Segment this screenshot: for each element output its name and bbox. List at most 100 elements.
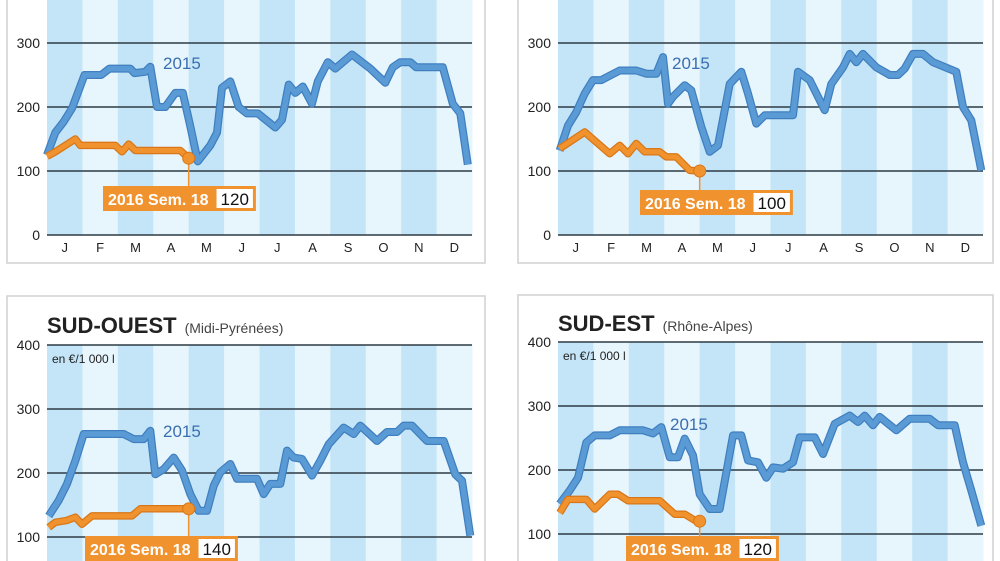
y-tick-label: 100 xyxy=(17,529,41,545)
chart-panel-1: 0 100 200 300 J F M A M J J A S O N D 2015 2016 Sem. 18 12… xyxy=(6,0,486,264)
y-tick-label: 0 xyxy=(32,227,40,243)
series-2015-label: 2015 xyxy=(670,415,708,434)
x-tick-label: F xyxy=(607,240,615,255)
callout-value-box xyxy=(739,539,776,558)
y-tick-label: 0 xyxy=(543,227,551,243)
unit-label: en €/1 000 l xyxy=(563,349,626,363)
month-band xyxy=(330,0,367,235)
callout-value-box xyxy=(753,193,790,212)
y-tick-label: 200 xyxy=(528,99,552,115)
callout-label: 2016 Sem. 18 xyxy=(645,196,746,213)
x-tick-label: J xyxy=(750,240,757,255)
series-2015-label: 2015 xyxy=(672,54,710,73)
x-tick-label: S xyxy=(344,240,353,255)
x-tick-label: J xyxy=(572,240,579,255)
month-band xyxy=(593,342,630,561)
y-tick-label: 300 xyxy=(17,401,41,417)
y-tick-label: 200 xyxy=(17,99,41,115)
series-2015-line xyxy=(46,422,474,537)
callout-2016: 2016 Sem. 18 120 xyxy=(103,186,256,211)
callout-label: 2016 Sem. 18 xyxy=(631,542,732,559)
series-2016-line xyxy=(47,506,189,530)
x-tick-label: S xyxy=(855,240,864,255)
y-tick-label: 300 xyxy=(528,398,552,414)
month-band xyxy=(224,345,260,561)
x-tick-label: O xyxy=(378,240,388,255)
month-band xyxy=(294,0,331,235)
x-tick-label: F xyxy=(96,240,104,255)
y-tick-label: 400 xyxy=(17,337,41,353)
month-band xyxy=(153,345,190,561)
callout-2016: 2016 Sem. 18 120 xyxy=(626,536,779,561)
y-tick-label: 200 xyxy=(528,462,552,478)
y-tick-label: 400 xyxy=(528,334,552,350)
x-tick-label: N xyxy=(925,240,934,255)
x-tick-label: A xyxy=(819,240,828,255)
y-tick-label: 100 xyxy=(17,163,41,179)
x-tick-label: D xyxy=(450,240,459,255)
series-2016-line xyxy=(45,136,191,161)
x-tick-label: J xyxy=(239,240,246,255)
series-2016-last-point xyxy=(182,151,196,165)
x-tick-label: A xyxy=(308,240,317,255)
series-2016-last-point xyxy=(182,502,196,516)
month-band xyxy=(805,0,842,235)
callout-value-box xyxy=(216,189,253,208)
series-2016-last-point xyxy=(693,514,707,528)
x-tick-label: J xyxy=(785,240,792,255)
month-band xyxy=(401,345,438,561)
month-band xyxy=(436,0,473,235)
month-band xyxy=(188,345,225,561)
callout-label: 2016 Sem. 18 xyxy=(108,192,209,209)
callout-value: 140 xyxy=(203,540,231,559)
x-tick-label: D xyxy=(961,240,970,255)
panel-title: SUD-EST xyxy=(558,311,655,336)
chart-panel-3: 100 200 300 400 SUD-OUEST (Midi-Pyrénées) en €… xyxy=(6,295,486,561)
month-band xyxy=(628,342,665,561)
month-band xyxy=(82,345,119,561)
month-band xyxy=(912,0,949,235)
callout-value: 100 xyxy=(758,194,786,213)
y-tick-label: 100 xyxy=(528,526,552,542)
callout-value-box xyxy=(198,539,235,558)
series-2016-last-point xyxy=(693,164,707,178)
month-band xyxy=(330,345,367,561)
month-band xyxy=(365,0,402,235)
month-band xyxy=(876,342,913,561)
callout-2016: 2016 Sem. 18 140 xyxy=(85,536,238,561)
y-tick-label: 100 xyxy=(528,163,552,179)
series-2015-line xyxy=(557,412,984,527)
x-tick-label: A xyxy=(678,240,687,255)
callout-2016: 2016 Sem. 18 100 xyxy=(640,190,793,215)
month-band xyxy=(841,0,878,235)
series-2015-label: 2015 xyxy=(163,54,201,73)
y-tick-label: 200 xyxy=(17,465,41,481)
x-tick-label: O xyxy=(889,240,899,255)
panel-subtitle: (Rhône-Alpes) xyxy=(663,318,753,334)
x-tick-label: M xyxy=(130,240,141,255)
callout-value: 120 xyxy=(744,540,772,559)
chart-panel-2: 0 100 200 300 J F M A M J J A S O N D 2015 2016 Sem. 18 10… xyxy=(517,0,994,264)
series-2015-label: 2015 xyxy=(163,422,201,441)
series-2016-line xyxy=(558,129,700,174)
panel-subtitle: (Midi-Pyrénées) xyxy=(185,320,284,336)
x-tick-label: A xyxy=(167,240,176,255)
y-tick-label: 300 xyxy=(17,35,41,51)
chart-panel-4: 100 200 300 400 SUD-EST (Rhône-Alpes) en €/1 0… xyxy=(517,294,994,561)
panel-title: SUD-OUEST xyxy=(47,313,177,338)
month-band xyxy=(593,0,630,235)
callout-value: 120 xyxy=(221,190,249,209)
unit-label: en €/1 000 l xyxy=(52,352,115,366)
month-band xyxy=(558,342,594,561)
x-tick-label: M xyxy=(201,240,212,255)
callout-label: 2016 Sem. 18 xyxy=(90,542,191,559)
x-tick-label: M xyxy=(712,240,723,255)
series-2016-line xyxy=(557,491,700,524)
month-band xyxy=(735,342,771,561)
month-band xyxy=(876,0,913,235)
month-band xyxy=(947,342,984,561)
month-band xyxy=(401,0,438,235)
series-2015-line xyxy=(44,51,471,165)
x-tick-label: J xyxy=(274,240,281,255)
